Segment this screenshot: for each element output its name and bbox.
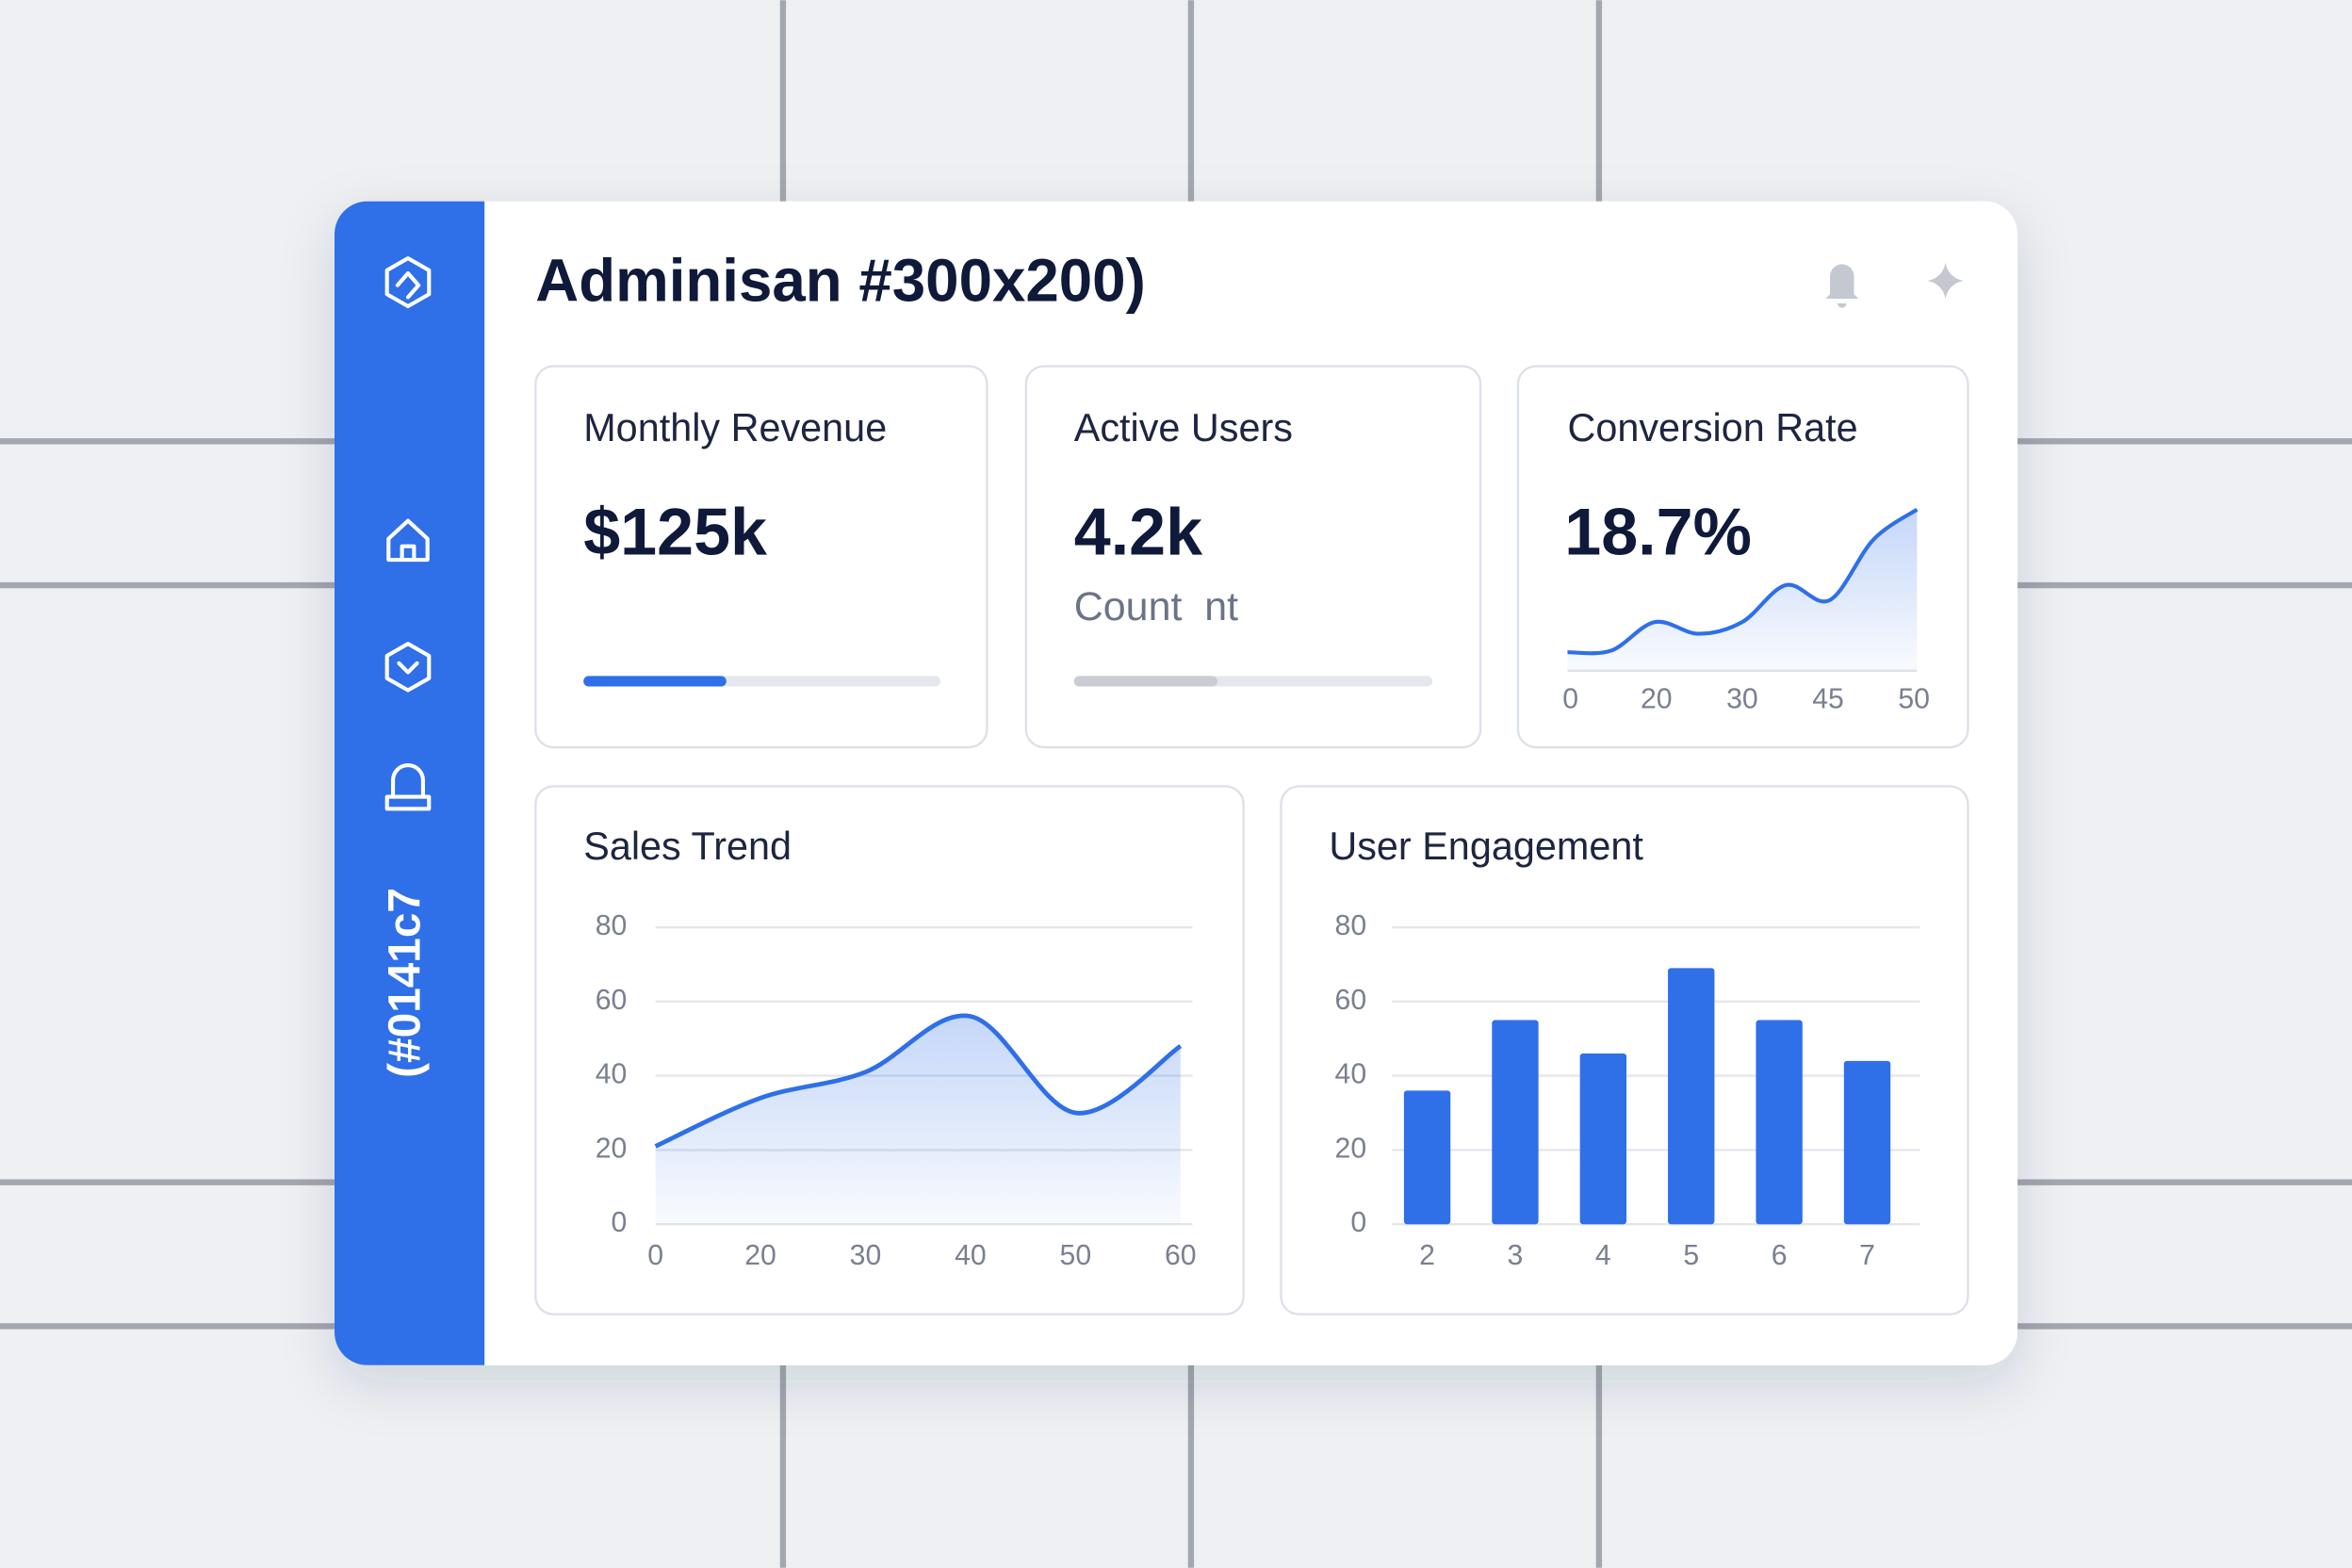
sparkline (1567, 507, 1919, 656)
sidebar-icons (384, 255, 432, 811)
chart-title: Sales Trend (583, 825, 792, 868)
home-icon[interactable] (386, 518, 430, 563)
y-tick-label: 60 (1335, 985, 1367, 1016)
y-tick-label: 0 (1350, 1207, 1366, 1238)
x-tick-label: 2 (1419, 1240, 1435, 1271)
sparkle-icon[interactable] (1927, 262, 1964, 300)
x-tick-label: 0 (647, 1240, 663, 1271)
x-tick-label: 50 (1060, 1240, 1092, 1271)
kpi-card (534, 365, 988, 749)
bar (1668, 968, 1715, 1225)
progress-fill (583, 676, 727, 687)
chart-title: User Engagement (1329, 825, 1643, 868)
bar (1492, 1020, 1539, 1225)
bar (1579, 1053, 1627, 1225)
alert-icon[interactable] (384, 763, 432, 811)
y-tick-label: 40 (1335, 1059, 1367, 1090)
x-tick-label: 5 (1683, 1240, 1699, 1271)
kpi-label: Monthly Revenue (583, 406, 887, 449)
kpi-card (1024, 365, 1482, 749)
sidebar (334, 201, 485, 1365)
x-tick-label: 45 (1812, 684, 1844, 715)
sparkline-area (1567, 509, 1918, 671)
bar (1403, 1090, 1451, 1225)
kpi-value: 18.7% (1564, 496, 1752, 569)
x-tick-label: 50 (1898, 684, 1930, 715)
logo[interactable] (384, 255, 432, 309)
y-tick-label: 0 (612, 1207, 628, 1238)
x-tick-label: 0 (1562, 684, 1578, 715)
bar (1756, 1020, 1803, 1225)
bar (1843, 1060, 1891, 1225)
x-tick-label: 3 (1508, 1240, 1524, 1271)
x-tick-label: 30 (850, 1240, 882, 1271)
kpi-label: Active Users (1074, 406, 1293, 449)
y-tick-label: 20 (1335, 1133, 1367, 1164)
y-tick-label: 80 (596, 910, 628, 941)
x-tick-label: 7 (1859, 1240, 1875, 1271)
x-tick-label: 6 (1772, 1240, 1788, 1271)
x-tick-label: 60 (1165, 1240, 1197, 1271)
progress-fill (1073, 676, 1217, 687)
kpi-subtitle: Count nt (1074, 584, 1238, 629)
y-tick-label: 60 (596, 985, 628, 1016)
y-tick-label: 20 (596, 1133, 628, 1164)
y-tick-label: 40 (596, 1059, 628, 1090)
line (654, 1013, 1183, 1149)
sidebar-label: (#0141c7 (381, 888, 431, 1078)
x-tick-label: 20 (1641, 684, 1673, 715)
page-title: Adminisan #300x200) (535, 248, 1146, 315)
kpi-label: Conversion Rate (1567, 406, 1857, 449)
bell-icon[interactable] (1825, 264, 1859, 308)
kpi-value: $125k (583, 496, 768, 569)
x-tick-label: 40 (955, 1240, 987, 1271)
x-tick-label: 4 (1595, 1240, 1611, 1271)
area (655, 1015, 1181, 1225)
x-tick-label: 20 (744, 1240, 776, 1271)
kpi-value: 4.2k (1074, 496, 1203, 569)
box-icon[interactable] (384, 642, 432, 693)
y-tick-label: 80 (1335, 910, 1367, 941)
x-tick-label: 30 (1726, 684, 1758, 715)
